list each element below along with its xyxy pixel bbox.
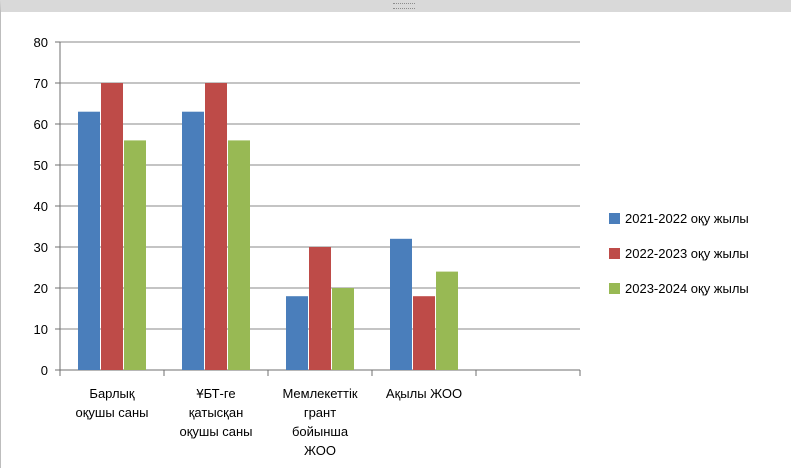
bar	[309, 247, 331, 370]
y-axis-ticks: 0 10 20 30 40 50 60 70 80	[34, 35, 48, 378]
x-axis-categories: Барлық оқушы саны ҰБТ-ге қатысқан оқушы саны…	[75, 386, 462, 458]
y-tick-label: 10	[34, 322, 48, 337]
bar	[390, 238, 412, 370]
bars	[78, 83, 458, 370]
bar	[332, 288, 354, 370]
legend-label: 2021-2022 оқу жылы	[625, 211, 749, 226]
x-category-label: Мемлекеттік	[282, 386, 357, 401]
bar	[228, 140, 250, 370]
bar	[413, 296, 435, 370]
y-tick-label: 0	[41, 363, 48, 378]
legend-swatch	[609, 283, 620, 294]
bar	[124, 140, 146, 370]
y-tick-label: 70	[34, 76, 48, 91]
x-category-label: бойынша	[292, 424, 349, 439]
bar	[101, 83, 123, 370]
x-category-label: оқушы саны	[179, 424, 252, 439]
resize-grip-icon[interactable]	[393, 3, 415, 9]
legend: 2021-2022 оқу жылы 2022-2023 оқу жылы 2023…	[609, 211, 749, 296]
bar	[205, 83, 227, 370]
bar	[78, 111, 100, 370]
legend-label: 2023-2024 оқу жылы	[625, 281, 749, 296]
y-tick-label: 30	[34, 240, 48, 255]
x-category-label: қатысқан	[189, 405, 244, 420]
x-category-label: Ақылы ЖОО	[386, 386, 462, 401]
y-tick-label: 60	[34, 117, 48, 132]
x-category-label: Барлық	[89, 386, 134, 401]
legend-swatch	[609, 248, 620, 259]
bar	[286, 296, 308, 370]
y-tick-label: 80	[34, 35, 48, 50]
legend-label: 2022-2023 оқу жылы	[625, 246, 749, 261]
x-category-label: грант	[304, 405, 336, 420]
y-tick-label: 50	[34, 158, 48, 173]
bar	[436, 271, 458, 370]
x-category-label: оқушы саны	[75, 405, 148, 420]
bar	[182, 111, 204, 370]
y-tick-label: 20	[34, 281, 48, 296]
y-tick-label: 40	[34, 199, 48, 214]
x-category-label: ҰБТ-ге	[196, 386, 235, 401]
x-category-label: ЖОО	[304, 443, 336, 458]
legend-swatch	[609, 213, 620, 224]
